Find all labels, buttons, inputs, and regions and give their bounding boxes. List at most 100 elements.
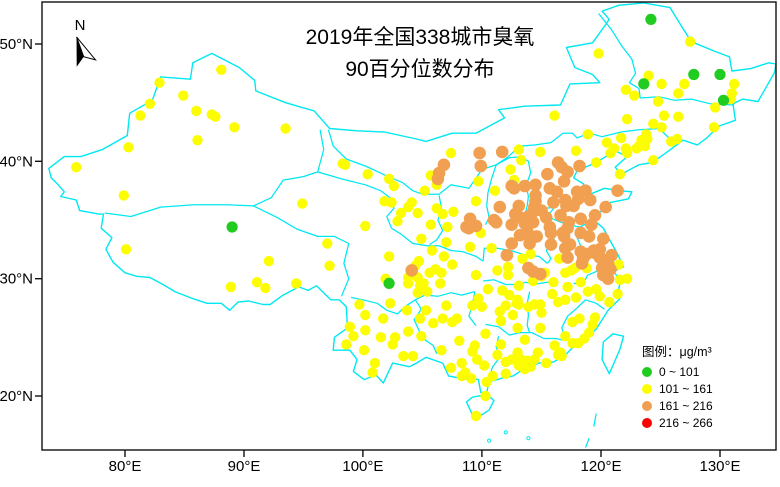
- y-axis-tick-label: 50°N: [0, 36, 33, 53]
- city-point: [225, 281, 237, 293]
- legend-range: 0 ~ 101: [659, 364, 700, 379]
- city-point: [383, 251, 395, 262]
- city-point: [523, 237, 536, 250]
- city-point: [555, 160, 568, 174]
- city-point: [552, 349, 564, 361]
- city-point: [464, 241, 476, 253]
- city-point: [629, 90, 640, 101]
- city-point: [550, 185, 564, 199]
- city-point: [535, 146, 546, 158]
- city-point: [502, 269, 514, 281]
- city-point: [656, 122, 667, 133]
- city-point: [641, 129, 652, 140]
- city-point: [621, 273, 633, 284]
- legend-item: 101 ~ 161: [642, 380, 713, 397]
- city-point: [552, 296, 564, 308]
- city-point: [437, 313, 448, 324]
- country-outline: [601, 333, 625, 375]
- city-point: [291, 278, 302, 289]
- city-point: [480, 390, 491, 402]
- city-point: [387, 339, 398, 350]
- city-point: [495, 315, 507, 327]
- city-point: [494, 306, 505, 317]
- city-point: [322, 238, 333, 249]
- city-point: [714, 68, 726, 81]
- city-point: [548, 277, 559, 288]
- city-point: [601, 272, 615, 286]
- city-point: [567, 338, 578, 349]
- city-point: [658, 110, 670, 121]
- city-point: [560, 331, 571, 342]
- city-point: [643, 70, 654, 81]
- city-point: [229, 122, 240, 133]
- city-point: [424, 267, 435, 278]
- city-point: [375, 332, 386, 343]
- city-point: [500, 248, 514, 262]
- city-point: [435, 278, 446, 289]
- city-point: [557, 175, 571, 188]
- city-point: [436, 267, 447, 278]
- province-border: [561, 299, 605, 342]
- city-point: [504, 289, 515, 301]
- city-point: [656, 78, 667, 90]
- x-axis-tick-label: 90°E: [228, 458, 261, 475]
- city-point: [437, 158, 451, 172]
- city-point: [534, 267, 547, 281]
- city-point: [324, 260, 335, 271]
- city-point: [392, 216, 403, 227]
- city-point: [420, 305, 432, 316]
- city-point: [585, 218, 598, 231]
- city-point: [341, 339, 352, 350]
- city-point: [541, 357, 552, 369]
- city-point: [260, 282, 271, 294]
- city-point: [539, 211, 553, 224]
- city-point: [428, 318, 439, 329]
- city-point: [509, 207, 522, 221]
- city-point: [470, 269, 482, 281]
- city-point: [344, 321, 356, 332]
- city-point: [559, 241, 572, 255]
- city-point: [479, 360, 490, 371]
- city-point: [493, 200, 507, 214]
- city-point: [442, 221, 453, 233]
- north-arrow-right-half: [76, 36, 97, 61]
- city-point: [492, 349, 503, 361]
- city-point: [416, 233, 427, 244]
- city-point: [473, 146, 486, 160]
- city-point: [605, 147, 616, 159]
- city-point: [438, 251, 450, 262]
- city-point: [554, 209, 567, 222]
- city-point: [566, 265, 577, 276]
- city-point: [604, 296, 615, 308]
- city-point: [441, 237, 452, 248]
- city-point: [638, 78, 650, 90]
- city-point: [487, 213, 501, 227]
- city-point: [599, 200, 612, 214]
- city-point: [405, 264, 419, 277]
- city-point: [570, 292, 582, 303]
- city-point: [383, 277, 395, 289]
- city-point: [398, 350, 409, 362]
- city-point: [513, 280, 524, 291]
- city-point: [362, 169, 373, 180]
- city-point: [547, 196, 560, 209]
- city-point: [386, 197, 397, 208]
- city-point: [495, 339, 507, 350]
- city-point: [583, 193, 597, 207]
- province-border: [584, 437, 590, 448]
- city-point: [414, 313, 426, 324]
- legend-item: 0 ~ 101: [642, 363, 713, 380]
- city-point: [573, 159, 586, 173]
- city-point: [562, 281, 573, 293]
- city-point: [513, 228, 527, 242]
- x-axis-tick-label: 100°E: [342, 458, 383, 475]
- city-point: [456, 370, 467, 382]
- city-point: [633, 140, 645, 152]
- city-point: [358, 345, 370, 356]
- city-point: [431, 203, 442, 214]
- city-point: [118, 190, 129, 201]
- city-point: [419, 185, 430, 196]
- city-point: [601, 137, 613, 148]
- city-point: [513, 360, 524, 371]
- province-border: [104, 129, 325, 218]
